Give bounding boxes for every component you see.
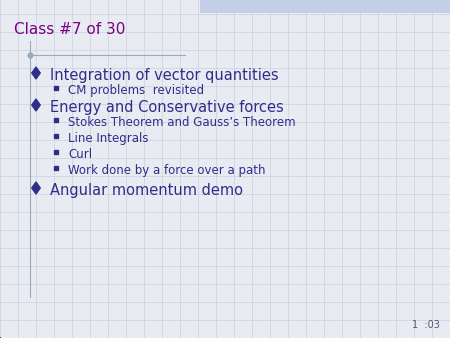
Bar [54,118,58,122]
Bar [200,0,450,13]
Bar [54,134,58,138]
Polygon shape [32,99,40,111]
Text: Work done by a force over a path: Work done by a force over a path [68,164,266,177]
Bar [54,150,58,154]
Text: CM problems  revisited: CM problems revisited [68,84,204,97]
Polygon shape [32,182,40,194]
Text: 1  :03: 1 :03 [412,320,440,330]
Text: Stokes Theorem and Gauss’s Theorem: Stokes Theorem and Gauss’s Theorem [68,116,296,129]
Text: Curl: Curl [68,148,92,161]
Text: Angular momentum demo: Angular momentum demo [50,183,243,198]
Text: Energy and Conservative forces: Energy and Conservative forces [50,100,284,115]
Text: Line Integrals: Line Integrals [68,132,148,145]
Bar [54,86,58,90]
Text: Integration of vector quantities: Integration of vector quantities [50,68,279,83]
Bar [54,166,58,170]
Polygon shape [32,67,40,79]
Text: Class #7 of 30: Class #7 of 30 [14,22,126,37]
